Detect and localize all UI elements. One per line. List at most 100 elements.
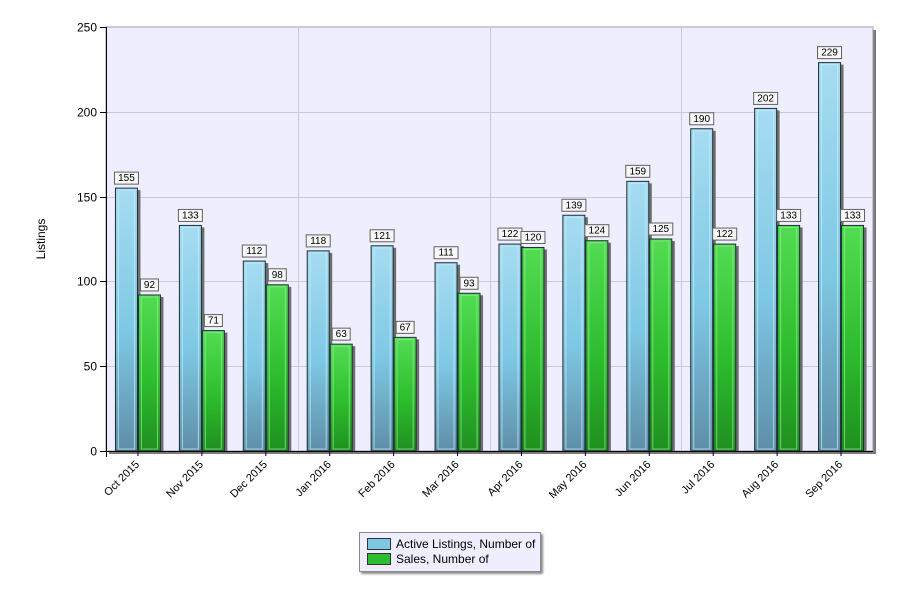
data-label-box: [459, 276, 479, 290]
data-label-box: [712, 227, 738, 241]
data-label-sales: 92: [144, 280, 156, 291]
data-label-box: [520, 230, 546, 244]
x-tick-label: Apr 2016: [486, 459, 526, 499]
y-tick-label: 150: [77, 191, 97, 205]
x-tick-label: Dec 2015: [228, 459, 270, 501]
bar-highlight: [373, 247, 391, 450]
data-label-box: [395, 320, 415, 334]
y-tick-label: 50: [84, 360, 98, 374]
data-label-active-listings: 139: [566, 200, 583, 211]
bar-highlight: [245, 262, 263, 450]
legend-item-active-listings: Active Listings, Number of: [367, 537, 535, 551]
data-label-active-listings: 133: [182, 210, 199, 221]
data-label-box: [113, 171, 139, 185]
data-label-box: [584, 224, 610, 238]
data-label-active-listings: 118: [310, 236, 326, 247]
chart-legend: Active Listings, Number of Sales, Number…: [359, 532, 541, 572]
data-label-box: [177, 208, 203, 222]
data-label-box: [561, 198, 587, 212]
data-label-sales: 71: [208, 316, 220, 327]
bar-highlight: [268, 286, 286, 450]
y-axis-title: Listings: [34, 219, 48, 260]
data-label-sales: 122: [716, 229, 733, 240]
data-label-box: [305, 234, 331, 248]
data-label-box: [648, 222, 674, 236]
data-label-active-listings: 122: [502, 229, 519, 240]
bar-highlight: [565, 216, 583, 450]
bar-highlight: [332, 345, 350, 450]
x-tick-label: Sep 2016: [803, 459, 845, 501]
y-tick-label: 0: [90, 445, 97, 459]
data-label-sales: 133: [780, 210, 797, 221]
data-label-sales: 124: [589, 226, 606, 237]
x-tick-label: Feb 2016: [356, 459, 397, 500]
bar-highlight: [309, 252, 327, 450]
data-label-active-listings: 121: [374, 231, 391, 242]
data-label-sales: 133: [844, 210, 861, 221]
bar-highlight: [780, 226, 798, 450]
data-label-box: [776, 208, 802, 222]
plot-area: [105, 26, 874, 452]
bar-highlight: [204, 332, 222, 450]
data-label-active-listings: 155: [118, 173, 135, 184]
x-tick-label: May 2016: [547, 459, 590, 502]
data-label-active-listings: 190: [693, 114, 710, 125]
data-label-active-listings: 111: [438, 248, 454, 259]
bar-highlight: [437, 264, 455, 450]
data-label-box: [817, 46, 843, 60]
data-label-box: [753, 91, 779, 105]
y-tick-label: 250: [77, 21, 97, 35]
x-tick-label: Jun 2016: [613, 459, 653, 499]
data-label-sales: 98: [272, 270, 284, 281]
data-label-box: [241, 244, 267, 258]
bar-highlight: [629, 182, 647, 450]
data-label-box: [331, 327, 351, 341]
data-label-sales: 67: [400, 322, 412, 333]
bar-highlight: [524, 248, 542, 450]
data-label-sales: 93: [463, 278, 475, 289]
data-label-sales: 120: [525, 232, 542, 243]
data-label-sales: 125: [652, 224, 669, 235]
legend-item-sales: Sales, Number of: [367, 552, 489, 566]
bar-highlight: [821, 64, 839, 450]
data-label-box: [625, 164, 651, 178]
bar-highlight: [501, 245, 519, 450]
bar-highlight: [652, 240, 670, 450]
data-label-active-listings: 159: [629, 166, 646, 177]
x-tick-label: Jan 2016: [293, 459, 333, 499]
data-label-box: [203, 314, 223, 328]
data-label-box: [267, 268, 287, 282]
data-label-box: [433, 246, 459, 260]
y-tick-label: 100: [77, 275, 97, 289]
bar-highlight: [117, 189, 135, 450]
data-label-box: [139, 278, 159, 292]
data-label-active-listings: 112: [246, 246, 262, 257]
data-label-box: [369, 229, 395, 243]
legend-label-active-listings: Active Listings, Number of: [396, 537, 536, 551]
data-label-active-listings: 229: [821, 48, 838, 59]
x-tick-label: Nov 2015: [164, 459, 206, 501]
data-label-box: [840, 208, 866, 222]
bar-highlight: [716, 245, 734, 450]
y-tick-label: 200: [77, 106, 97, 120]
bar-highlight: [844, 226, 862, 450]
bar-highlight: [181, 226, 199, 450]
bar-highlight: [757, 109, 775, 450]
bar-highlight: [396, 338, 414, 450]
bar-highlight: [460, 294, 478, 450]
x-tick-label: Oct 2015: [102, 459, 142, 499]
bar-highlight: [693, 130, 711, 450]
bar-highlight: [588, 242, 606, 450]
x-tick-label: Mar 2016: [420, 459, 461, 500]
legend-swatch-sales: [367, 553, 391, 565]
x-tick-label: Jul 2016: [679, 459, 717, 497]
legend-swatch-active-listings: [367, 538, 391, 550]
bar-highlight: [140, 296, 158, 450]
x-tick-label: Aug 2016: [739, 459, 781, 501]
data-label-active-listings: 202: [757, 93, 774, 104]
data-label-sales: 63: [336, 329, 348, 340]
data-label-box: [689, 112, 715, 126]
legend-label-sales: Sales, Number of: [396, 552, 489, 566]
